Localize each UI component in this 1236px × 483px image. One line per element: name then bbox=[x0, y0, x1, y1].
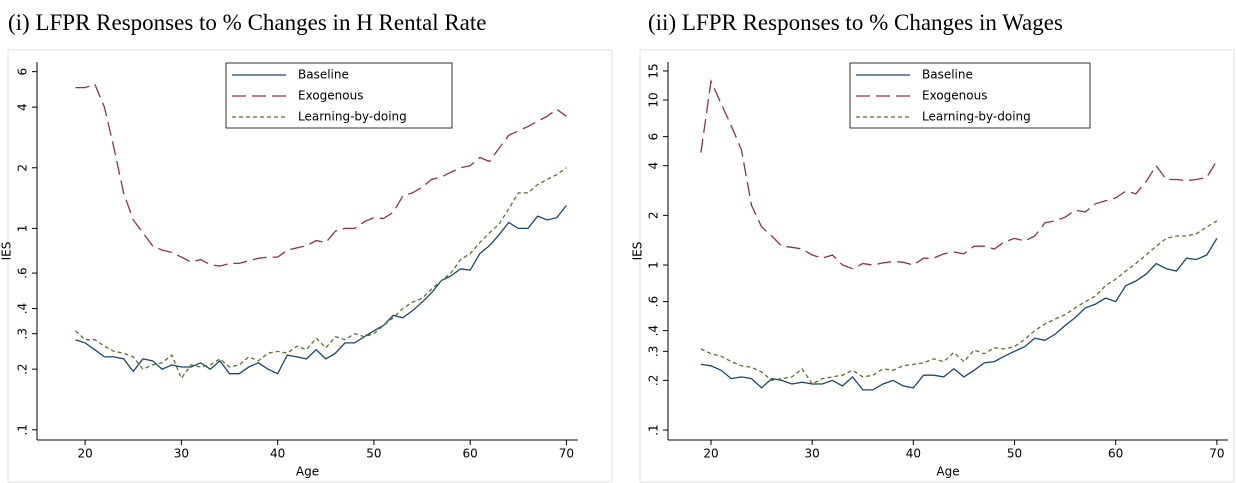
x-tick-label: 50 bbox=[1007, 447, 1022, 461]
legend-label: Exogenous bbox=[922, 89, 987, 103]
x-tick-label: 70 bbox=[1209, 447, 1224, 461]
y-tick-label: .3 bbox=[16, 328, 30, 339]
y-tick-label: 6 bbox=[16, 68, 30, 76]
legend-label: Exogenous bbox=[298, 89, 363, 103]
y-tick-label: .6 bbox=[647, 296, 661, 307]
y-tick-label: .4 bbox=[647, 325, 661, 336]
x-tick-label: 60 bbox=[1108, 447, 1123, 461]
series-line bbox=[75, 205, 567, 375]
y-tick-label: 1 bbox=[16, 225, 30, 233]
x-tick-label: 50 bbox=[366, 447, 381, 461]
x-tick-label: 60 bbox=[463, 447, 478, 461]
y-tick-label: 15 bbox=[647, 63, 661, 78]
y-tick-label: 2 bbox=[647, 212, 661, 220]
chart-title: (ii) LFPR Responses to % Changes in Wage… bbox=[648, 10, 1063, 35]
y-tick-label: .1 bbox=[16, 424, 30, 435]
x-axis-label: Age bbox=[936, 465, 959, 479]
y-tick-label: .3 bbox=[647, 346, 661, 357]
x-axis-label: Age bbox=[296, 465, 319, 479]
y-tick-label: .6 bbox=[16, 267, 30, 278]
legend-label: Learning-by-doing bbox=[298, 110, 407, 124]
y-axis-label: IES bbox=[631, 242, 645, 261]
y-tick-label: 4 bbox=[647, 162, 661, 170]
x-tick-label: 30 bbox=[174, 447, 189, 461]
y-tick-label: 2 bbox=[16, 164, 30, 172]
y-tick-label: 10 bbox=[647, 92, 661, 107]
series-line bbox=[75, 83, 567, 267]
x-tick-label: 40 bbox=[906, 447, 921, 461]
y-tick-label: 6 bbox=[647, 133, 661, 141]
y-axis-label: IES bbox=[0, 242, 14, 261]
legend-label: Baseline bbox=[298, 68, 349, 82]
y-tick-label: .2 bbox=[647, 375, 661, 386]
series-line bbox=[700, 238, 1218, 391]
y-tick-label: 1 bbox=[647, 261, 661, 269]
legend-label: Learning-by-doing bbox=[922, 110, 1031, 124]
y-tick-label: .1 bbox=[647, 424, 661, 435]
x-tick-label: 70 bbox=[559, 447, 574, 461]
series-line bbox=[700, 220, 1218, 385]
series-line bbox=[75, 167, 567, 380]
series-line bbox=[700, 78, 1218, 270]
x-tick-label: 20 bbox=[703, 447, 718, 461]
y-tick-label: 4 bbox=[16, 103, 30, 111]
y-tick-label: .2 bbox=[16, 363, 30, 374]
x-tick-label: 40 bbox=[270, 447, 285, 461]
x-tick-label: 30 bbox=[805, 447, 820, 461]
chart-title: (i) LFPR Responses to % Changes in H Ren… bbox=[8, 10, 487, 35]
x-tick-label: 20 bbox=[77, 447, 92, 461]
legend-label: Baseline bbox=[922, 68, 973, 82]
y-tick-label: .4 bbox=[16, 303, 30, 314]
